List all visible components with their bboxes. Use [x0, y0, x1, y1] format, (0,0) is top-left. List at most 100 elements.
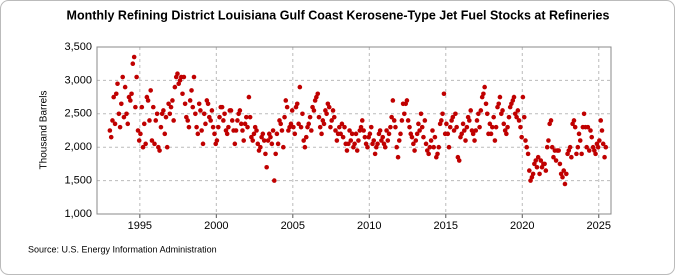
data-point: [538, 158, 544, 163]
data-point: [562, 181, 568, 187]
data-point: [181, 74, 187, 80]
data-point: [347, 128, 352, 133]
data-point: [124, 111, 129, 117]
data-point: [432, 134, 438, 140]
data-point: [203, 121, 208, 127]
data-point: [506, 114, 512, 120]
data-point: [525, 151, 531, 157]
data-point: [115, 81, 120, 87]
data-point: [461, 128, 467, 133]
data-point: [294, 101, 300, 107]
data-point: [394, 144, 399, 150]
data-point: [136, 138, 142, 143]
data-point: [158, 124, 164, 130]
data-point: [398, 131, 403, 137]
data-point: [557, 161, 563, 167]
data-point: [585, 124, 591, 130]
data-point: [199, 128, 204, 133]
data-point: [125, 121, 131, 127]
data-point: [113, 91, 119, 97]
data-point: [492, 138, 498, 143]
data-point: [260, 131, 266, 137]
data-point: [112, 121, 118, 127]
data-point: [269, 141, 275, 147]
data-point: [483, 101, 489, 107]
data-point: [385, 138, 391, 143]
data-point: [535, 154, 541, 160]
data-point: [488, 131, 494, 137]
data-point: [489, 124, 495, 130]
data-point: [145, 98, 151, 103]
data-point: [439, 118, 444, 123]
data-point: [316, 114, 322, 120]
data-point: [553, 158, 559, 163]
data-point: [150, 104, 156, 110]
data-point: [337, 124, 342, 130]
data-point: [416, 121, 421, 127]
data-point: [534, 164, 540, 170]
x-tick-label: 2025: [587, 220, 611, 232]
data-point: [407, 124, 412, 130]
data-point: [122, 84, 128, 90]
data-point: [296, 121, 301, 127]
x-tick-label: 1995: [128, 220, 152, 232]
data-point: [603, 144, 609, 150]
data-point: [170, 98, 175, 103]
data-point: [595, 144, 601, 150]
data-point: [161, 108, 166, 113]
data-point: [130, 61, 136, 66]
data-point: [121, 114, 127, 120]
data-point: [187, 98, 193, 103]
data-point: [219, 104, 225, 110]
data-point: [210, 124, 216, 130]
data-point: [491, 114, 496, 120]
data-point: [588, 128, 593, 133]
data-point: [404, 98, 410, 103]
data-point: [521, 114, 527, 120]
data-point: [484, 111, 490, 117]
data-point: [319, 131, 324, 137]
data-point: [242, 121, 248, 127]
data-point: [167, 111, 173, 117]
data-point: [388, 124, 393, 130]
y-tick-label: 1,000: [64, 208, 92, 220]
data-point: [584, 144, 589, 150]
plot-border: [96, 46, 612, 215]
data-point: [586, 148, 592, 153]
data-point: [338, 131, 343, 137]
data-point: [193, 111, 198, 117]
data-point: [164, 144, 170, 150]
data-point: [321, 121, 327, 127]
data-point: [283, 98, 289, 103]
data-point: [265, 138, 271, 143]
data-point: [200, 141, 206, 147]
data-point: [282, 114, 287, 120]
data-point: [134, 74, 139, 80]
data-point: [414, 131, 420, 137]
data-point: [328, 124, 333, 130]
data-point: [556, 148, 561, 153]
data-point: [367, 131, 373, 137]
data-point: [574, 151, 579, 157]
data-point: [240, 128, 245, 133]
data-point: [477, 124, 482, 130]
y-tick-label: 2,500: [64, 108, 92, 120]
data-point: [196, 101, 202, 107]
data-point: [571, 118, 577, 123]
data-point: [577, 138, 583, 143]
data-point: [186, 124, 192, 130]
data-point: [391, 118, 397, 123]
data-point: [111, 94, 116, 100]
data-point: [222, 111, 227, 117]
data-point: [496, 101, 502, 107]
data-point: [399, 118, 405, 123]
data-point: [395, 154, 401, 160]
data-point: [567, 144, 573, 150]
data-point: [120, 74, 125, 80]
data-point: [386, 131, 392, 137]
data-point: [306, 121, 312, 127]
data-point: [154, 111, 160, 117]
data-point: [110, 118, 115, 123]
